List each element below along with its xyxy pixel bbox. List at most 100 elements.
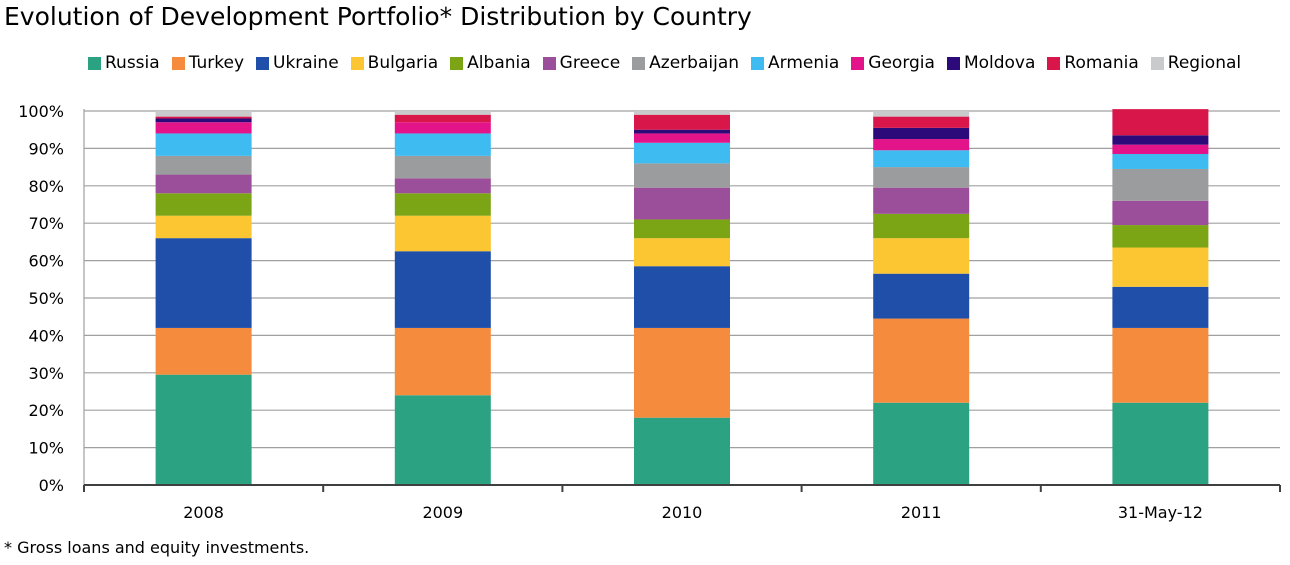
bar-segment-greece [394,178,491,194]
bar-segment-bulgaria [873,238,970,274]
legend-item-romania: Romania [1047,53,1139,73]
bar-segment-greece [1112,200,1209,226]
y-tick-label: 20% [28,401,64,420]
chart-footnote: * Gross loans and equity investments. [4,538,310,557]
bar-segment-armenia [155,133,252,156]
bar-segment-ukraine [394,251,491,328]
bar-segment-azerbaijan [634,163,730,188]
bar-segment-armenia [873,150,970,168]
bar-segment-bulgaria [155,215,252,239]
legend-item-azerbaijan: Azerbaijan [632,53,739,73]
y-tick-label: 100% [18,102,64,121]
legend-item-turkey: Turkey [171,53,245,73]
legend-item-armenia: Armenia [751,53,839,73]
legend-label: Azerbaijan [649,53,740,73]
bar-segment-moldova [155,118,252,123]
bar-segment-georgia [155,122,252,134]
bar-segment-bulgaria [1112,247,1209,287]
bar-segment-russia [155,374,252,485]
bar-segment-ukraine [634,266,730,328]
bar-segment-turkey [394,327,491,396]
legend-swatch [450,56,464,70]
legend-label: Albania [467,53,531,73]
legend-swatch [1047,56,1061,70]
stacked-bar-chart: 0% 10% 20% 30% 40% 50% 60% 70% 80% 90% 100% 2008 200… [18,102,1281,522]
y-tick-label: 40% [28,326,64,345]
bar-segment-regional [634,111,730,115]
legend-swatch [171,56,185,70]
legend-swatch [632,56,646,70]
x-tick-label: 2011 [901,503,942,522]
legend-swatch [946,56,960,70]
bar-segment-romania [634,114,730,130]
legend-label: Regional [1167,53,1242,73]
x-tick-label: 2009 [422,503,463,522]
y-tick-label: 60% [28,252,64,271]
legend-item-ukraine: Ukraine [256,53,339,73]
bar-segment-armenia [634,142,730,164]
legend-swatch [542,56,556,70]
bar-segment-greece [873,187,970,214]
bar-segment-albania [873,213,970,239]
chart-title: Evolution of Development Portfolio* Dist… [4,2,752,31]
bar-segment-bulgaria [634,238,730,267]
bar-segment-romania [394,114,491,123]
bar-segment-georgia [1112,144,1209,155]
legend-label: Russia [105,53,160,73]
legend-label: Ukraine [273,53,339,73]
bar-segment-azerbaijan [1112,168,1209,201]
x-tick-label: 31-May-12 [1118,503,1203,522]
bar-segment-romania [873,116,970,128]
y-tick-label: 90% [28,139,64,158]
x-tick-label: 2010 [662,503,703,522]
legend-swatch [88,56,101,70]
bar-segment-russia [634,417,730,485]
bar-segment-moldova [1112,135,1209,145]
bar-segment-albania [155,193,252,216]
bar-segment-armenia [394,133,491,156]
legend-label: Georgia [868,53,935,73]
bar-segment-moldova [634,129,730,134]
bar-segment-greece [155,174,252,194]
legend-label: Armenia [768,53,840,73]
legend-item-russia: Russia [88,53,160,73]
y-tick-label: 50% [28,289,64,308]
bar-segment-turkey [1112,327,1209,403]
legend-label: Turkey [188,53,245,73]
bar-segment-georgia [873,139,970,151]
legend-item-regional: Regional [1150,53,1242,73]
bar-segment-russia [1112,402,1209,485]
bar-segment-romania [1112,109,1209,136]
legend-swatch [751,56,765,70]
legend-swatch [851,56,865,70]
bar-segment-turkey [873,318,970,403]
bar-segment-georgia [394,122,491,134]
legend-swatch [350,56,364,70]
y-tick-label: 10% [28,439,64,458]
bar-segment-ukraine [155,238,252,328]
bar-segment-albania [1112,225,1209,248]
legend-swatch [256,56,270,70]
legend-item-greece: Greece [542,53,621,73]
bar-segment-albania [394,193,491,216]
legend-item-moldova: Moldova [946,53,1035,73]
bar-segment-moldova [873,127,970,140]
bar-segment-romania [155,116,252,119]
bar-segment-ukraine [1112,286,1209,328]
bar-segment-russia [873,402,970,485]
legend-label: Bulgaria [367,53,439,73]
bar-segment-regional [873,111,970,117]
y-tick-label: 30% [28,364,64,383]
bar-segment-russia [394,395,491,485]
bar-segment-azerbaijan [873,167,970,188]
bar-segment-turkey [634,327,730,418]
bar-segment-bulgaria [394,215,491,252]
bar-segment-azerbaijan [394,155,491,179]
y-tick-label: 70% [28,214,64,233]
legend-label: Romania [1064,53,1139,73]
x-tick-label: 2008 [183,503,224,522]
legend-item-georgia: Georgia [851,53,935,73]
legend-item-bulgaria: Bulgaria [350,53,439,73]
legend-label: Greece [559,53,621,73]
legend-swatch [1150,56,1164,70]
